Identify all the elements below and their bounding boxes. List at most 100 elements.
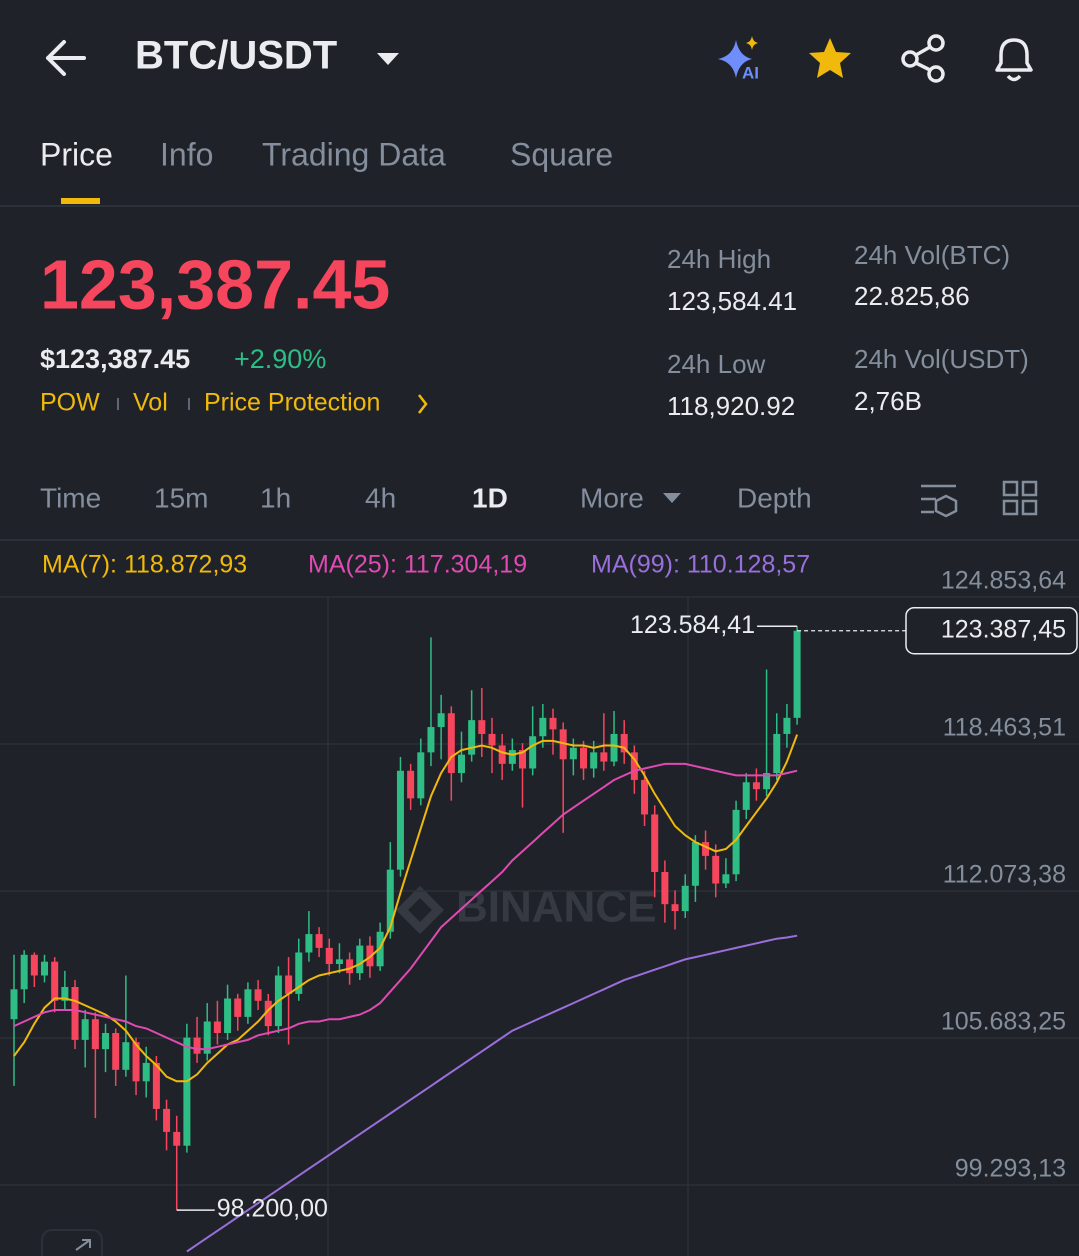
candle-body xyxy=(305,934,313,953)
candle-body xyxy=(580,747,588,769)
interval[interactable]: 4h xyxy=(365,482,396,513)
interval[interactable]: Time xyxy=(40,482,101,513)
back-arrow xyxy=(46,40,86,76)
ai-button[interactable]: AI xyxy=(718,36,759,82)
candle-body xyxy=(61,986,69,1001)
candle-body xyxy=(295,952,303,994)
y-tick-label: 105.683,25 xyxy=(941,1008,1066,1036)
candle-body xyxy=(773,733,781,774)
indicator-settings[interactable] xyxy=(921,484,958,518)
watermark-logo xyxy=(396,886,444,934)
layout-cell xyxy=(1021,499,1038,516)
y-tick-label: 112.073,38 xyxy=(943,861,1066,889)
favorite-star[interactable] xyxy=(809,38,851,78)
candle-body xyxy=(91,1019,99,1050)
price-change: +2.90% xyxy=(234,344,326,374)
candle-body xyxy=(224,998,232,1034)
y-tick-label: 124.853,64 xyxy=(941,567,1066,595)
share-links xyxy=(915,45,931,72)
share-node xyxy=(901,50,919,68)
candle-body xyxy=(651,814,659,872)
candle-body xyxy=(213,1021,221,1034)
stat-label: 24h Vol(USDT) xyxy=(854,344,1029,374)
low-label: 98.200,00 xyxy=(217,1195,328,1223)
interval[interactable]: More xyxy=(580,482,644,513)
candle-body xyxy=(102,1033,110,1050)
layout-button[interactable] xyxy=(1002,480,1038,516)
high-label: 123.584,41 xyxy=(630,611,755,639)
candle-body xyxy=(590,752,598,769)
candle-body xyxy=(254,989,262,1001)
bell-clapper xyxy=(1006,74,1022,82)
settings-lines xyxy=(921,484,956,514)
last-price-label: 123.387,45 xyxy=(941,615,1066,643)
candle-body xyxy=(641,779,649,815)
candle-body xyxy=(620,733,628,753)
legend-entry: MA(25): 117.304,19 xyxy=(308,551,527,579)
candle-body xyxy=(742,782,750,810)
candle-body xyxy=(702,842,710,856)
tab[interactable]: Info xyxy=(160,136,213,172)
candle-body xyxy=(691,842,699,886)
interval[interactable]: Depth xyxy=(737,482,812,513)
back-button[interactable] xyxy=(46,40,86,76)
candle-body xyxy=(539,717,547,737)
candle-body xyxy=(234,998,242,1017)
layout-cell xyxy=(1002,480,1019,497)
stat-value: 2,76B xyxy=(854,386,922,416)
settings-hex xyxy=(934,494,958,518)
legend-entry: MA(7): 118.872,93 xyxy=(42,551,247,579)
interval[interactable]: 1h xyxy=(260,482,291,513)
candle-body xyxy=(712,855,720,884)
tab[interactable]: Square xyxy=(510,136,613,172)
ai-icon-text: AI xyxy=(742,63,759,82)
pair-title[interactable]: BTC/USDT xyxy=(135,34,337,78)
candle-body xyxy=(783,717,791,734)
candle-body xyxy=(437,713,445,728)
stat-label: 24h Low xyxy=(667,349,766,379)
candle-body xyxy=(112,1033,120,1070)
candle-body xyxy=(173,1131,181,1146)
tag[interactable]: POW xyxy=(40,389,100,417)
candle-body xyxy=(132,1042,140,1082)
candle-body xyxy=(722,874,730,884)
layout-cell xyxy=(1002,499,1019,516)
tag[interactable]: Price Protection xyxy=(204,389,380,417)
candle-body xyxy=(335,959,343,964)
tag[interactable]: Vol xyxy=(133,389,168,417)
candle-body xyxy=(732,809,740,875)
candle-body xyxy=(549,717,557,730)
last-price: 123,387.45 xyxy=(40,245,390,323)
candle-body xyxy=(529,736,537,769)
fullscreen-button[interactable] xyxy=(41,1229,103,1256)
stat-value: 22.825,86 xyxy=(854,281,970,311)
more-dropdown[interactable] xyxy=(663,493,681,503)
share-node xyxy=(927,34,945,52)
candle-body xyxy=(752,782,760,790)
y-tick-label: 118.463,51 xyxy=(943,714,1066,742)
candle-body xyxy=(183,1037,191,1146)
candle-body xyxy=(610,733,618,762)
candle-body xyxy=(478,720,486,734)
candle-body xyxy=(193,1037,201,1054)
interval[interactable]: 1D xyxy=(472,482,508,513)
stat-value: 123,584.41 xyxy=(667,286,797,316)
candle-body xyxy=(671,904,679,912)
candle-body xyxy=(508,750,516,764)
watermark-text: BINANCE xyxy=(456,883,656,932)
ma-line xyxy=(13,762,798,1051)
stat-value: 118,920.92 xyxy=(667,391,795,421)
candle-body xyxy=(203,1021,211,1054)
candle-body xyxy=(20,954,28,990)
tab[interactable]: Price xyxy=(40,136,113,172)
tab[interactable]: Trading Data xyxy=(262,136,446,172)
interval[interactable]: 15m xyxy=(154,482,208,513)
share-button[interactable] xyxy=(901,34,945,83)
candle-body xyxy=(346,959,354,974)
tab-indicator xyxy=(61,198,100,204)
candle-body xyxy=(427,727,435,753)
alert-button[interactable] xyxy=(995,38,1033,82)
candle-body xyxy=(41,961,49,976)
pair-dropdown[interactable] xyxy=(377,53,399,65)
